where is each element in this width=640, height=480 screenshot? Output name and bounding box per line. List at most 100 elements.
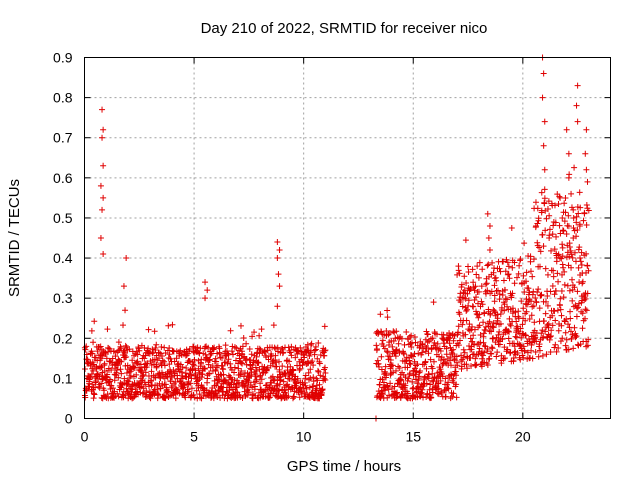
data-point bbox=[114, 367, 121, 374]
data-point bbox=[204, 287, 211, 294]
data-point bbox=[252, 373, 259, 380]
data-point bbox=[404, 364, 411, 371]
data-point bbox=[491, 298, 498, 305]
data-point bbox=[89, 350, 96, 357]
data-point bbox=[429, 389, 436, 396]
data-point bbox=[471, 341, 478, 348]
data-point bbox=[467, 335, 474, 342]
data-point bbox=[567, 247, 574, 254]
data-point bbox=[90, 339, 97, 346]
data-point bbox=[82, 394, 89, 401]
data-point bbox=[419, 349, 426, 356]
data-point bbox=[542, 310, 549, 317]
data-point bbox=[577, 204, 584, 211]
data-point bbox=[182, 370, 189, 377]
data-point bbox=[246, 346, 253, 353]
data-point bbox=[568, 335, 575, 342]
data-point bbox=[321, 323, 328, 330]
data-point bbox=[585, 267, 592, 274]
data-point bbox=[561, 200, 568, 207]
data-point bbox=[470, 279, 477, 286]
data-point bbox=[92, 354, 99, 361]
data-point bbox=[574, 288, 581, 295]
data-point bbox=[577, 341, 584, 348]
data-point bbox=[518, 334, 525, 341]
data-point bbox=[573, 213, 580, 220]
data-point bbox=[562, 329, 569, 336]
data-point bbox=[292, 354, 299, 361]
data-point bbox=[527, 268, 534, 275]
data-point bbox=[571, 164, 578, 171]
data-point bbox=[265, 356, 272, 363]
data-point bbox=[381, 368, 388, 375]
data-point bbox=[585, 207, 592, 214]
data-point bbox=[559, 227, 566, 234]
data-point bbox=[257, 394, 264, 401]
data-point bbox=[407, 340, 414, 347]
data-point bbox=[130, 394, 137, 401]
data-point bbox=[238, 367, 245, 374]
data-point bbox=[319, 386, 326, 393]
data-point bbox=[468, 362, 475, 369]
data-point bbox=[491, 282, 498, 289]
data-point bbox=[201, 365, 208, 372]
data-point bbox=[322, 347, 329, 354]
data-point bbox=[580, 217, 587, 224]
data-point bbox=[429, 370, 436, 377]
data-point bbox=[220, 366, 227, 373]
data-point bbox=[582, 306, 589, 313]
data-point bbox=[556, 193, 563, 200]
data-point bbox=[573, 305, 580, 312]
data-point bbox=[562, 209, 569, 216]
data-point bbox=[421, 374, 428, 381]
data-point bbox=[524, 301, 531, 308]
data-point bbox=[533, 338, 540, 345]
x-tick-label: 20 bbox=[515, 429, 531, 445]
data-point bbox=[558, 312, 565, 319]
data-point bbox=[188, 385, 195, 392]
data-point bbox=[115, 339, 122, 346]
data-point bbox=[391, 383, 398, 390]
data-point bbox=[484, 210, 491, 217]
data-point bbox=[379, 337, 386, 344]
data-point bbox=[186, 346, 193, 353]
data-point bbox=[472, 362, 479, 369]
data-point bbox=[161, 362, 168, 369]
data-point bbox=[429, 365, 436, 372]
data-point bbox=[460, 346, 467, 353]
data-point bbox=[296, 394, 303, 401]
data-point bbox=[170, 367, 177, 374]
data-point bbox=[91, 318, 98, 325]
data-point bbox=[97, 182, 104, 189]
data-point bbox=[429, 335, 436, 342]
data-point bbox=[523, 308, 530, 315]
data-point bbox=[321, 364, 328, 371]
data-point bbox=[523, 278, 530, 285]
data-point bbox=[285, 393, 292, 400]
data-point bbox=[550, 222, 557, 229]
data-point bbox=[182, 394, 189, 401]
data-point bbox=[572, 334, 579, 341]
y-tick-label: 0.5 bbox=[53, 210, 73, 226]
data-point bbox=[178, 369, 185, 376]
data-point bbox=[571, 249, 578, 256]
data-point bbox=[169, 321, 176, 328]
data-point bbox=[257, 380, 264, 387]
data-point bbox=[122, 392, 129, 399]
data-point bbox=[549, 231, 556, 238]
data-point bbox=[537, 248, 544, 255]
data-point bbox=[442, 359, 449, 366]
data-point bbox=[473, 294, 480, 301]
data-point bbox=[576, 189, 583, 196]
data-point bbox=[415, 350, 422, 357]
data-point bbox=[490, 335, 497, 342]
data-point bbox=[393, 328, 400, 335]
data-point bbox=[257, 346, 264, 353]
data-point bbox=[484, 262, 491, 269]
data-point bbox=[256, 345, 263, 352]
data-point bbox=[499, 336, 506, 343]
data-point bbox=[305, 369, 312, 376]
data-point bbox=[538, 291, 545, 298]
data-point bbox=[534, 205, 541, 212]
data-point bbox=[487, 327, 494, 334]
